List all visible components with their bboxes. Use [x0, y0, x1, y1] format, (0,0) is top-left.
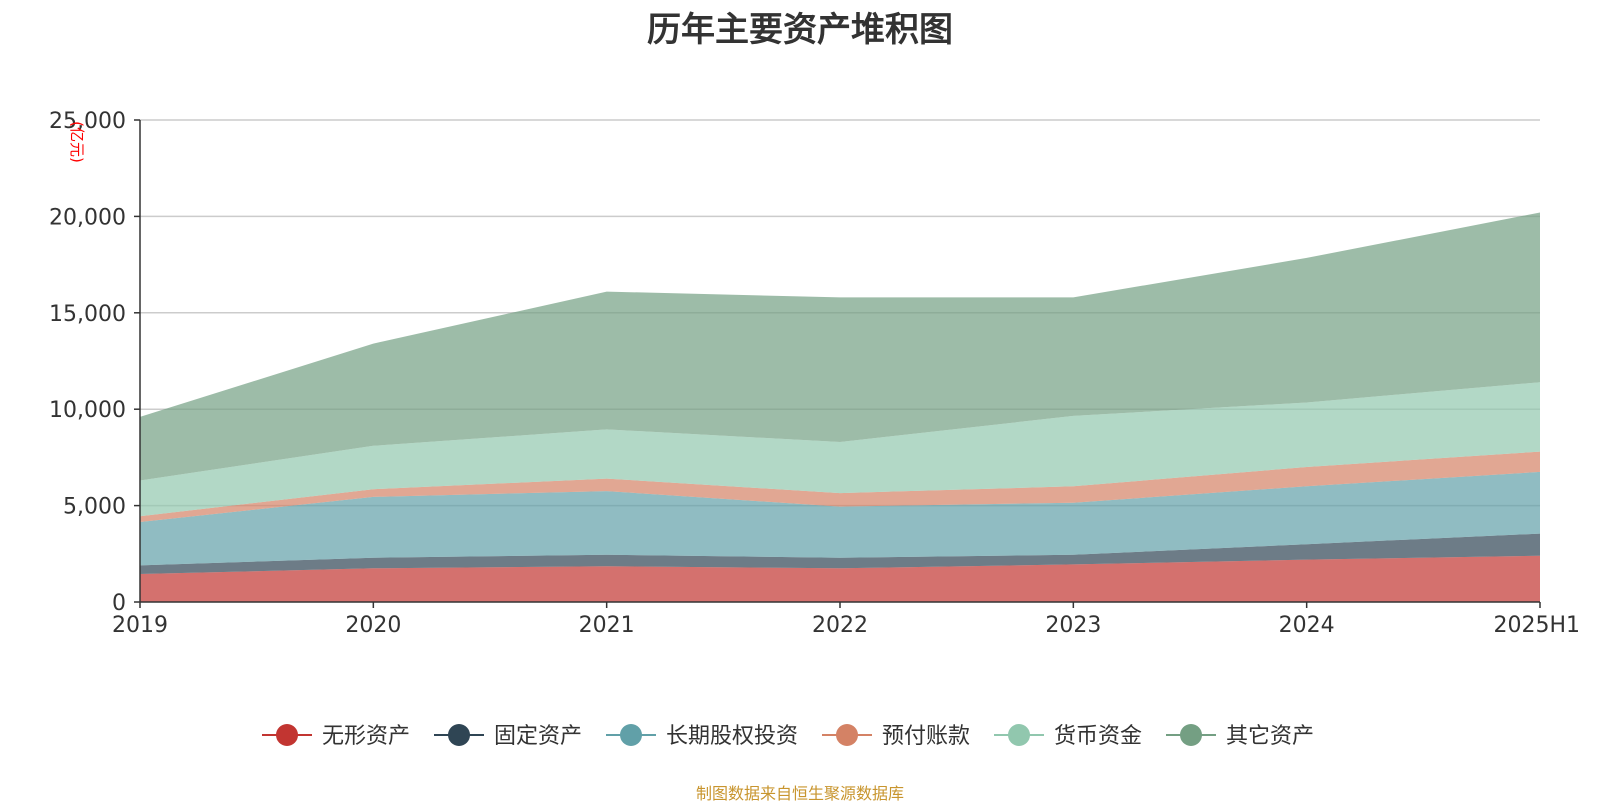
x-tick-label: 2019	[112, 613, 168, 638]
x-tick-label: 2022	[812, 613, 868, 638]
area-series-长期股权投资	[140, 471, 1540, 566]
legend-marker	[620, 724, 642, 746]
legend-label: 长期股权投资	[666, 724, 798, 749]
legend-marker	[1008, 724, 1030, 746]
legend-label: 其它资产	[1226, 724, 1314, 749]
legend-label: 无形资产	[322, 724, 410, 749]
y-tick-label: 0	[112, 591, 126, 616]
chart-title: 历年主要资产堆积图	[647, 10, 953, 50]
data-source-note: 制图数据来自恒生聚源数据库	[695, 784, 904, 803]
legend-item-固定资产[interactable]: 固定资产	[434, 724, 582, 749]
x-tick-label: 2024	[1279, 613, 1335, 638]
area-series-无形资产	[140, 555, 1540, 602]
legend-marker	[448, 724, 470, 746]
legend-item-预付账款[interactable]: 预付账款	[822, 724, 970, 749]
legend-item-长期股权投资[interactable]: 长期股权投资	[606, 724, 798, 749]
legend[interactable]: 无形资产 固定资产 长期股权投资 预付账款 货币资金 其它资产	[262, 724, 1314, 749]
legend-label: 固定资产	[494, 724, 582, 749]
legend-marker	[276, 724, 298, 746]
area-series-其它资产	[140, 212, 1540, 481]
legend-item-其它资产[interactable]: 其它资产	[1166, 724, 1314, 749]
y-tick-label: 5,000	[63, 495, 126, 520]
legend-marker	[836, 724, 858, 746]
legend-item-无形资产[interactable]: 无形资产	[262, 724, 410, 749]
area-series-货币资金	[140, 382, 1540, 517]
axes: 0 5,000 10,000 15,000 20,000 25,000 2019 2020 20…	[49, 109, 1580, 638]
legend-label: 预付账款	[882, 724, 970, 749]
area-series-固定资产	[140, 533, 1540, 574]
area-series-预付账款	[140, 451, 1540, 522]
x-tick-label: 2025H1	[1493, 613, 1580, 638]
y-tick-label: 20,000	[49, 205, 126, 230]
x-tick-label: 2021	[579, 613, 635, 638]
y-tick-label: 25,000	[49, 109, 126, 134]
series-areas	[140, 212, 1540, 602]
legend-item-货币资金[interactable]: 货币资金	[994, 724, 1142, 749]
x-tick-label: 2023	[1045, 613, 1101, 638]
y-axis-unit-label: (亿元)	[68, 121, 86, 163]
y-tick-label: 10,000	[49, 398, 126, 423]
legend-label: 货币资金	[1054, 724, 1142, 749]
y-tick-label: 15,000	[49, 302, 126, 327]
x-tick-label: 2020	[345, 613, 401, 638]
legend-marker	[1180, 724, 1202, 746]
